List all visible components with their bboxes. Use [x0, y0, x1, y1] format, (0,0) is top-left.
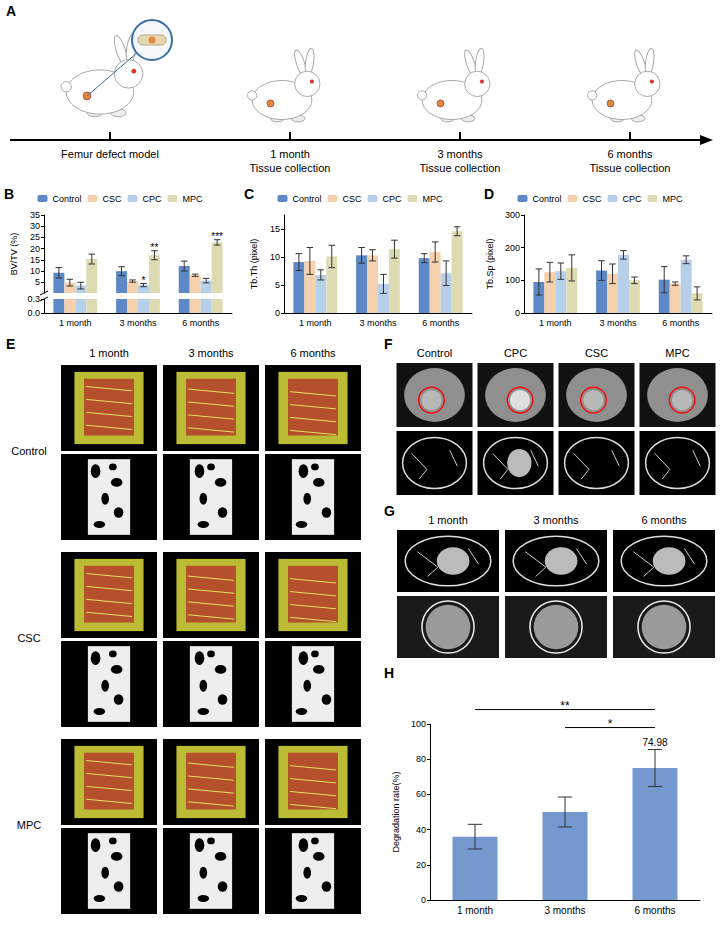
svg-text:60: 60 — [416, 789, 426, 799]
svg-text:3 months: 3 months — [119, 318, 157, 328]
svg-text:0: 0 — [421, 895, 426, 905]
html-text:B: B — [4, 186, 15, 202]
html-text:H: H — [384, 665, 395, 681]
svg-text:1 month: 1 month — [428, 514, 468, 526]
svg-text:6 months: 6 months — [641, 514, 687, 526]
svg-text:MPC: MPC — [663, 194, 684, 204]
svg-text:10: 10 — [270, 252, 280, 262]
svg-text:15: 15 — [30, 255, 40, 265]
svg-text:0: 0 — [515, 308, 520, 318]
svg-text:3 months: 3 months — [599, 318, 637, 328]
svg-text:Control: Control — [532, 194, 561, 204]
svg-text:1 month: 1 month — [270, 148, 310, 160]
svg-text:3 months: 3 months — [188, 347, 234, 359]
svg-text:E: E — [6, 336, 15, 352]
svg-text:3 months: 3 months — [359, 318, 397, 328]
svg-text:35: 35 — [30, 210, 40, 220]
svg-text:Control: Control — [11, 445, 46, 457]
svg-text:5: 5 — [35, 277, 40, 287]
svg-text:20: 20 — [30, 244, 40, 254]
svg-text:100: 100 — [411, 719, 426, 729]
svg-text:MPC: MPC — [17, 819, 42, 831]
svg-text:1 month: 1 month — [457, 905, 493, 916]
svg-text:MPC: MPC — [665, 347, 690, 359]
svg-text:CSC: CSC — [343, 194, 363, 204]
svg-text:1 month: 1 month — [539, 318, 572, 328]
svg-text:CSC: CSC — [17, 632, 40, 644]
svg-text:**: ** — [560, 699, 570, 713]
svg-text:300: 300 — [505, 210, 520, 220]
svg-text:100: 100 — [505, 275, 520, 285]
svg-text:Control: Control — [417, 347, 452, 359]
svg-text:40: 40 — [416, 825, 426, 835]
svg-text:80: 80 — [416, 754, 426, 764]
svg-text:Control: Control — [292, 194, 321, 204]
svg-text:6 months: 6 months — [662, 318, 700, 328]
svg-text:G: G — [384, 503, 395, 519]
svg-text:Degradation rate(%): Degradation rate(%) — [391, 771, 401, 852]
svg-text:***: *** — [211, 231, 223, 242]
svg-text:3 months: 3 months — [437, 148, 483, 160]
svg-text:A: A — [6, 3, 16, 19]
svg-text:3 months: 3 months — [533, 514, 579, 526]
svg-text:30: 30 — [30, 221, 40, 231]
svg-text:1 month: 1 month — [89, 347, 129, 359]
svg-text:200: 200 — [505, 243, 520, 253]
svg-text:Tissue collection: Tissue collection — [250, 162, 331, 174]
svg-text:6 months: 6 months — [634, 905, 675, 916]
svg-text:74.98: 74.98 — [642, 737, 667, 748]
svg-text:Femur defect model: Femur defect model — [61, 148, 159, 160]
svg-text:Tb.Th (pixel): Tb.Th (pixel) — [249, 239, 259, 290]
svg-text:6 months: 6 months — [182, 318, 220, 328]
svg-text:3 months: 3 months — [544, 905, 585, 916]
html-text:D: D — [484, 186, 495, 202]
svg-text:CPC: CPC — [143, 194, 163, 204]
svg-text:10: 10 — [30, 266, 40, 276]
svg-text:1 month: 1 month — [59, 318, 92, 328]
svg-text:CSC: CSC — [585, 347, 608, 359]
svg-text:6 months: 6 months — [607, 148, 653, 160]
svg-text:Tb.Sp (pixel): Tb.Sp (pixel) — [485, 238, 495, 289]
svg-text:**: ** — [151, 242, 159, 253]
html-text:C: C — [244, 186, 255, 202]
svg-text:MPC: MPC — [423, 194, 444, 204]
svg-text:1 month: 1 month — [299, 318, 332, 328]
svg-text:*: * — [608, 717, 613, 731]
svg-text:BV/TV (%): BV/TV (%) — [9, 233, 19, 276]
svg-text:*: * — [142, 275, 146, 286]
svg-text:F: F — [384, 336, 393, 352]
svg-text:Tissue collection: Tissue collection — [590, 162, 671, 174]
svg-text:CPC: CPC — [383, 194, 403, 204]
svg-text:5: 5 — [275, 280, 280, 290]
svg-text:25: 25 — [30, 232, 40, 242]
svg-text:Control: Control — [52, 194, 81, 204]
svg-text:CPC: CPC — [623, 194, 643, 204]
svg-text:Tissue collection: Tissue collection — [420, 162, 501, 174]
svg-text:CSC: CSC — [103, 194, 123, 204]
svg-text:CSC: CSC — [583, 194, 603, 204]
svg-text:15: 15 — [270, 224, 280, 234]
svg-text:6 months: 6 months — [422, 318, 460, 328]
svg-text:0.0: 0.0 — [27, 308, 40, 318]
svg-text:CPC: CPC — [504, 347, 527, 359]
svg-text:MPC: MPC — [183, 194, 204, 204]
svg-text:6 months: 6 months — [290, 347, 336, 359]
svg-text:0.3: 0.3 — [27, 294, 40, 304]
svg-text:20: 20 — [416, 860, 426, 870]
svg-text:0: 0 — [275, 308, 280, 318]
